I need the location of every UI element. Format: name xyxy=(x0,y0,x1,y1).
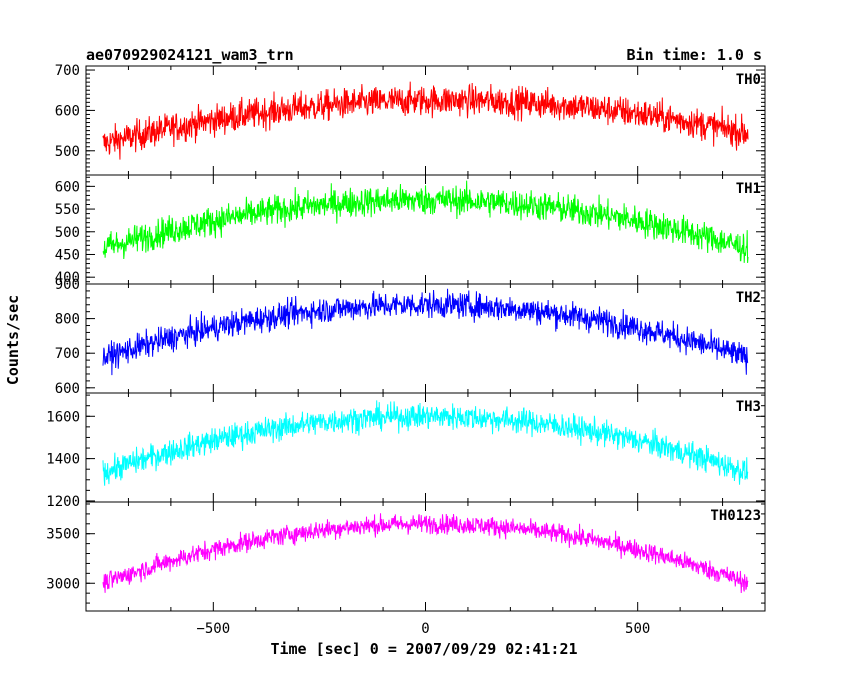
panel-name-label: TH0123 xyxy=(710,508,761,524)
x-tick-label: 0 xyxy=(421,621,429,637)
x-tick-label: −500 xyxy=(196,621,230,637)
x-tick-label: 500 xyxy=(625,621,650,637)
panel-name-label: TH1 xyxy=(736,181,761,197)
panel-th0: 500 600 700 TH0 xyxy=(55,63,766,176)
figure-right-title: Bin time: 1.0 s xyxy=(627,46,762,64)
panels: 500 600 700 TH0 400 450 500 550 600 TH1 600 700 800 9… xyxy=(46,63,766,612)
panel-name-label: TH3 xyxy=(736,399,761,415)
x-axis-label: Time [sec] 0 = 2007/09/29 02:41:21 xyxy=(270,640,577,658)
series-th3-line xyxy=(102,400,749,486)
y-tick-label: 550 xyxy=(55,202,80,218)
y-tick-label: 700 xyxy=(55,346,80,362)
y-tick-label: 3500 xyxy=(46,527,80,543)
x-axis: −500 0 500 xyxy=(196,621,650,637)
y-tick-label: 700 xyxy=(55,63,80,79)
panel-name-label: TH2 xyxy=(736,290,761,306)
y-tick-label: 600 xyxy=(55,179,80,195)
y-tick-label: 800 xyxy=(55,312,80,328)
panel-th2: 600 700 800 900 TH2 xyxy=(55,277,766,397)
y-tick-label: 1600 xyxy=(46,409,80,425)
y-tick-label: 3000 xyxy=(46,576,80,592)
panel-th3: 1200 1400 1600 TH3 xyxy=(46,392,766,510)
figure-left-title: ae070929024121_wam3_trn xyxy=(86,46,294,64)
series-th0123-line xyxy=(102,513,749,594)
y-tick-label: 600 xyxy=(55,381,80,397)
panel-name-label: TH0 xyxy=(736,72,761,88)
y-tick-label: 1200 xyxy=(46,494,80,510)
y-tick-label: 400 xyxy=(55,270,80,286)
y-tick-label: 600 xyxy=(55,103,80,119)
series-th0-line xyxy=(102,81,749,160)
y-tick-label: 450 xyxy=(55,247,80,263)
header: ae070929024121_wam3_trn Bin time: 1.0 s xyxy=(86,46,762,64)
panel-th1: 400 450 500 550 600 TH1 xyxy=(55,174,766,286)
y-axis-label: Counts/sec xyxy=(4,295,22,385)
y-tick-label: 900 xyxy=(55,277,80,293)
y-tick-label: 1400 xyxy=(46,452,80,468)
y-tick-label: 500 xyxy=(55,144,80,160)
series-th2-line xyxy=(102,288,749,376)
y-tick-label: 500 xyxy=(55,225,80,241)
series-th1-line xyxy=(102,180,749,263)
panel-th0123: 3000 3500 TH0123 xyxy=(46,501,766,612)
